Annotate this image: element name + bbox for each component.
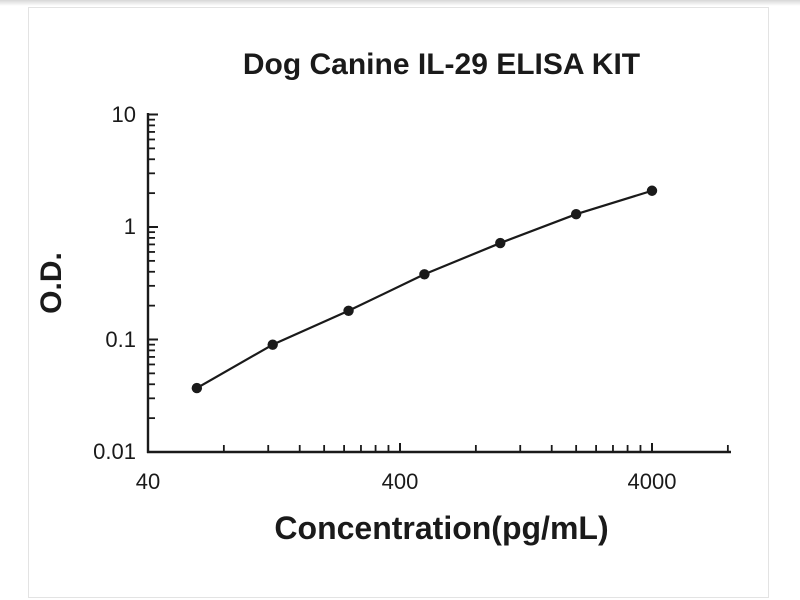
data-point-marker xyxy=(646,185,658,196)
y-axis-title: O.D. xyxy=(35,252,68,314)
standard-curve-line xyxy=(196,189,653,390)
data-point-marker xyxy=(267,339,278,350)
data-point-marker xyxy=(495,237,506,249)
window-top-edge xyxy=(0,0,800,6)
chart-title: Dog Canine IL-29 ELISA KIT xyxy=(242,48,641,81)
y-tick-label: 1 xyxy=(123,214,136,239)
x-tick-label: 4000 xyxy=(627,469,677,494)
x-tick-label: 400 xyxy=(381,469,419,494)
data-point-marker xyxy=(343,305,354,316)
data-point-marker xyxy=(419,269,430,280)
data-point-marker xyxy=(191,382,203,394)
x-axis-title: Concentration(pg/mL) xyxy=(274,510,609,546)
data-point-marker xyxy=(570,208,582,220)
y-tick-label: 0.1 xyxy=(105,326,136,352)
y-tick-label: 0.01 xyxy=(93,439,136,464)
x-tick-label: 40 xyxy=(135,469,161,494)
chart-card xyxy=(28,7,769,598)
y-tick-label: 10 xyxy=(111,101,136,127)
